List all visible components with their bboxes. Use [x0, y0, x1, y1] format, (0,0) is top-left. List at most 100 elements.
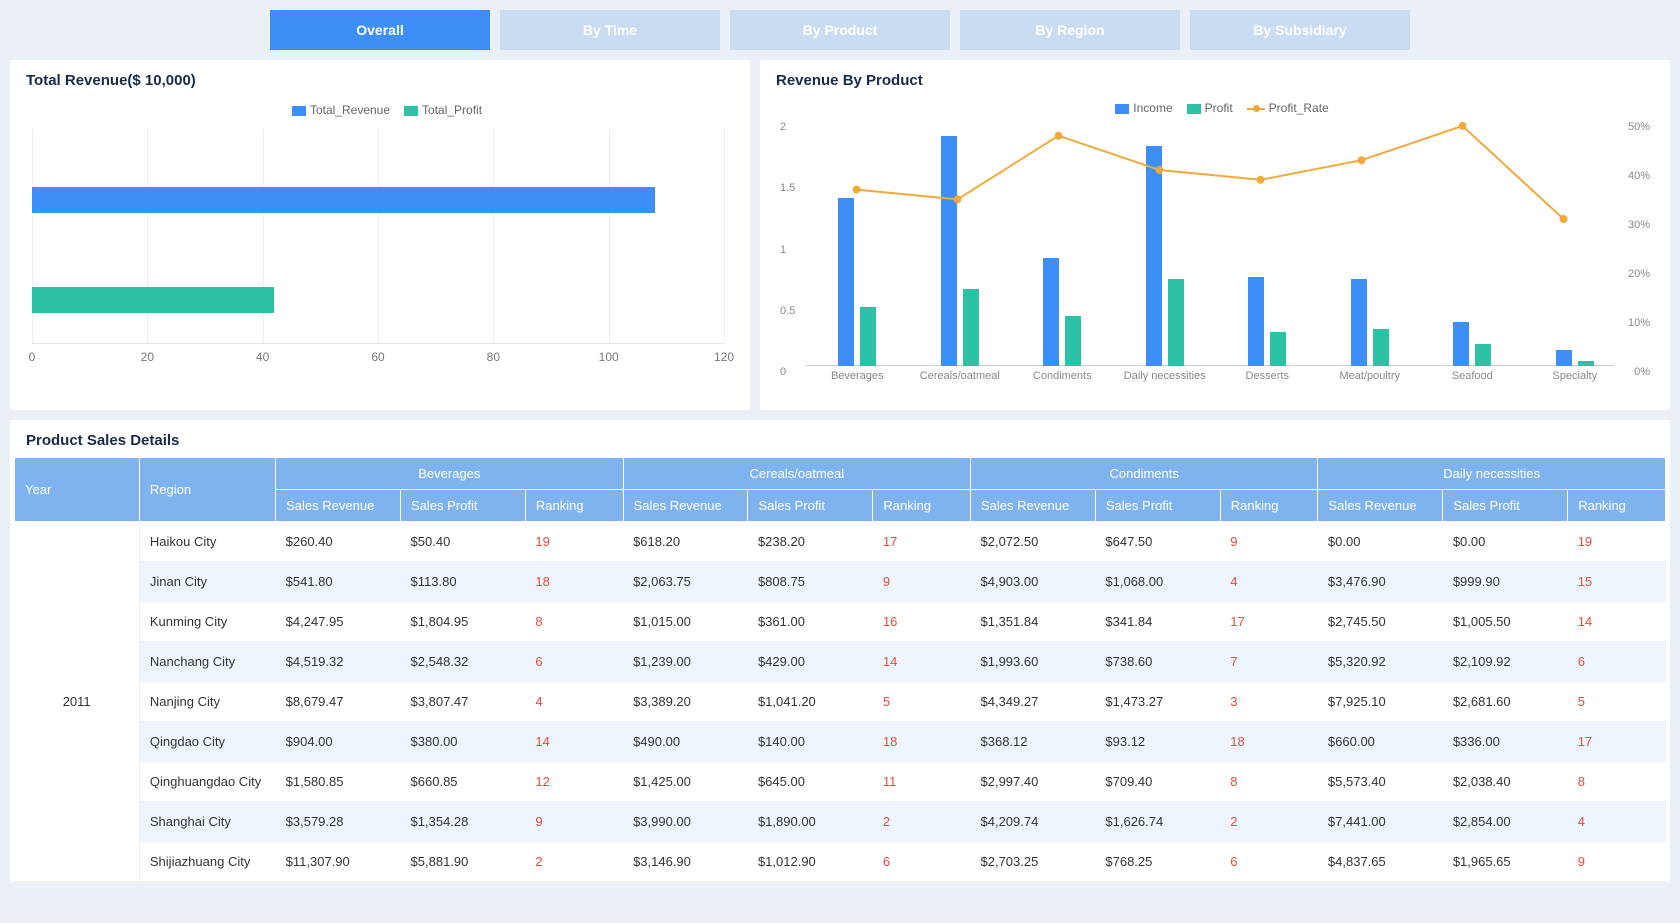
revenue-cell: $2,703.25	[971, 842, 1096, 882]
rank-cell: 14	[873, 642, 971, 682]
rank-cell: 18	[1220, 722, 1318, 762]
revenue-by-product-plot: 00.511.520%10%20%30%40%50%	[806, 121, 1614, 366]
profit-cell: $1,804.95	[401, 602, 526, 642]
col-group: Cereals/oatmeal	[623, 458, 970, 490]
total-revenue-x-axis: 020406080100120	[32, 344, 724, 368]
profit-cell: $647.50	[1095, 522, 1220, 562]
x-tick-label: Condiments	[1033, 370, 1092, 382]
rank-cell: 18	[873, 722, 971, 762]
rank-cell: 6	[873, 842, 971, 882]
year-cell: 2011	[15, 522, 140, 882]
revenue-by-product-chart: IncomeProfitProfit_Rate 00.511.520%10%20…	[776, 97, 1654, 397]
rank-cell: 8	[525, 602, 623, 642]
revenue-cell: $2,072.50	[971, 522, 1096, 562]
revenue-cell: $1,580.85	[276, 762, 401, 802]
profit-cell: $50.40	[401, 522, 526, 562]
rank-cell: 16	[873, 602, 971, 642]
line-point	[1560, 215, 1568, 223]
revenue-by-product-x-axis: BeveragesCereals/oatmealCondimentsDaily …	[806, 370, 1614, 390]
revenue-cell: $7,925.10	[1318, 682, 1443, 722]
col-group: Daily necessities	[1318, 458, 1666, 490]
profit-rate-line	[806, 121, 1614, 366]
revenue-cell: $5,573.40	[1318, 762, 1443, 802]
profit-cell: $2,681.60	[1443, 682, 1568, 722]
revenue-cell: $1,351.84	[971, 602, 1096, 642]
line-point	[1459, 122, 1467, 130]
y-tick-right: 30%	[1628, 219, 1650, 231]
revenue-by-product-title: Revenue By Product	[776, 72, 1654, 89]
region-cell: Nanjing City	[139, 682, 275, 722]
rank-cell: 19	[1568, 522, 1666, 562]
rank-cell: 19	[525, 522, 623, 562]
profit-cell: $999.90	[1443, 562, 1568, 602]
tab-by-time[interactable]: By Time	[500, 10, 720, 50]
profit-cell: $1,005.50	[1443, 602, 1568, 642]
revenue-cell: $7,441.00	[1318, 802, 1443, 842]
line-point	[853, 186, 861, 194]
profit-cell: $645.00	[748, 762, 873, 802]
x-tick-label: Specialty	[1552, 370, 1597, 382]
profit-cell: $1,068.00	[1095, 562, 1220, 602]
revenue-cell: $4,519.32	[276, 642, 401, 682]
revenue-cell: $1,425.00	[623, 762, 748, 802]
legend-swatch	[1115, 104, 1129, 114]
legend-label: Total_Profit	[422, 103, 482, 117]
profit-cell: $2,109.92	[1443, 642, 1568, 682]
top-panels-row: Total Revenue($ 10,000) Total_RevenueTot…	[0, 60, 1680, 420]
profit-cell: $341.84	[1095, 602, 1220, 642]
revenue-cell: $3,476.90	[1318, 562, 1443, 602]
revenue-cell: $490.00	[623, 722, 748, 762]
rank-cell: 3	[1220, 682, 1318, 722]
product-sales-panel: Product Sales Details YearRegionBeverage…	[10, 420, 1670, 882]
region-cell: Haikou City	[139, 522, 275, 562]
profit-cell: $0.00	[1443, 522, 1568, 562]
table-row: 2011Haikou City$260.40$50.4019$618.20$23…	[15, 522, 1666, 562]
profit-cell: $140.00	[748, 722, 873, 762]
revenue-cell: $0.00	[1318, 522, 1443, 562]
rank-cell: 18	[525, 562, 623, 602]
table-row: Shanghai City$3,579.28$1,354.289$3,990.0…	[15, 802, 1666, 842]
rank-cell: 12	[525, 762, 623, 802]
region-cell: Qinghuangdao City	[139, 762, 275, 802]
view-tabs: OverallBy TimeBy ProductBy RegionBy Subs…	[0, 0, 1680, 60]
rank-cell: 2	[525, 842, 623, 882]
profit-cell: $429.00	[748, 642, 873, 682]
product-sales-table: YearRegionBeveragesCereals/oatmealCondim…	[14, 457, 1666, 882]
x-tick-label: 60	[371, 350, 384, 364]
y-tick-right: 10%	[1628, 317, 1650, 329]
tab-by-region[interactable]: By Region	[960, 10, 1180, 50]
profit-cell: $808.75	[748, 562, 873, 602]
x-tick-label: 20	[141, 350, 154, 364]
rank-cell: 8	[1220, 762, 1318, 802]
line-point	[1358, 156, 1366, 164]
bar-total_profit	[32, 287, 274, 313]
rank-cell: 6	[525, 642, 623, 682]
x-tick-label: Seafood	[1452, 370, 1493, 382]
revenue-by-product-legend: IncomeProfitProfit_Rate	[776, 97, 1654, 121]
tab-by-subsidiary[interactable]: By Subsidiary	[1190, 10, 1410, 50]
col-sub: Sales Revenue	[1318, 490, 1443, 522]
gridline	[724, 129, 725, 343]
col-group: Beverages	[276, 458, 623, 490]
profit-cell: $709.40	[1095, 762, 1220, 802]
rank-cell: 17	[1568, 722, 1666, 762]
table-row: Jinan City$541.80$113.8018$2,063.75$808.…	[15, 562, 1666, 602]
profit-cell: $238.20	[748, 522, 873, 562]
profit-cell: $1,473.27	[1095, 682, 1220, 722]
region-cell: Jinan City	[139, 562, 275, 602]
legend-swatch	[1187, 104, 1201, 114]
legend-swatch	[404, 106, 418, 116]
profit-cell: $660.85	[401, 762, 526, 802]
profit-cell: $2,854.00	[1443, 802, 1568, 842]
total-revenue-plot	[32, 129, 724, 344]
tab-by-product[interactable]: By Product	[730, 10, 950, 50]
tab-overall[interactable]: Overall	[270, 10, 490, 50]
col-sub: Sales Revenue	[623, 490, 748, 522]
col-sub: Sales Profit	[1443, 490, 1568, 522]
profit-cell: $1,012.90	[748, 842, 873, 882]
product-sales-table-body: 2011Haikou City$260.40$50.4019$618.20$23…	[15, 522, 1666, 882]
rank-cell: 9	[1220, 522, 1318, 562]
revenue-by-product-panel: Revenue By Product IncomeProfitProfit_Ra…	[760, 60, 1670, 410]
x-tick-label: 40	[256, 350, 269, 364]
rank-cell: 2	[873, 802, 971, 842]
